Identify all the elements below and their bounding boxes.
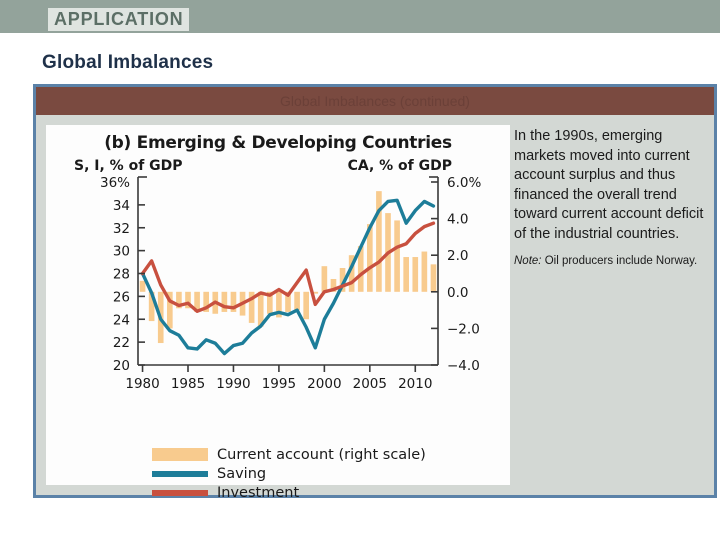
content-panel: Global Imbalances (continued) (b) Emergi…: [33, 84, 717, 501]
commentary-note: Note: Oil producers include Norway.: [514, 254, 710, 269]
bar-current-account: [330, 278, 337, 292]
bar-current-account: [367, 224, 373, 292]
bar-current-account: [148, 291, 155, 322]
left-axis-tick-label: 32: [113, 221, 130, 237]
right-axis-tick-label: −2.0: [447, 321, 480, 337]
left-axis-tick-label: 28: [113, 267, 130, 283]
left-axis-tick-label: 26: [113, 289, 130, 305]
x-axis-tick-label: 2005: [353, 376, 387, 392]
x-axis-tick-label: 1995: [262, 376, 296, 392]
chart-legend: Current account (right scale) Saving Inves…: [152, 445, 426, 502]
right-axis-caption: CA, % of GDP: [347, 158, 452, 174]
application-band: APPLICATION: [0, 0, 720, 33]
bar-current-account: [376, 191, 382, 292]
left-axis-tick-label: 22: [113, 335, 130, 351]
x-axis-tick-label: 1985: [171, 376, 205, 392]
bar-current-account: [339, 268, 346, 292]
line-saving: [140, 198, 436, 356]
right-axis-tick-label: 6.0%: [447, 175, 481, 191]
right-axis-tick-label: −4.0: [447, 358, 480, 374]
panel-header: Global Imbalances (continued): [36, 87, 714, 115]
bar-current-account: [230, 291, 237, 312]
legend-label: Saving: [217, 465, 267, 482]
legend-label: Investment: [217, 484, 300, 501]
bar-current-account: [403, 257, 409, 292]
commentary-column: In the 1990s, emerging markets moved int…: [514, 127, 710, 269]
figure-card: (b) Emerging & Developing Countries S, I…: [46, 125, 510, 501]
bar-current-account: [412, 257, 419, 292]
bar-current-account: [294, 291, 300, 311]
left-axis-tick-label: 34: [113, 198, 130, 214]
chart-svg: 20 22 24 26 28 30 32 34 36% −4.0 −2.0 0.0 2.0 4.0 6.0%…: [100, 175, 481, 392]
left-axis-tick-label: 20: [113, 358, 130, 374]
bar-current-account: [194, 291, 200, 312]
commentary-paragraph: In the 1990s, emerging markets moved int…: [514, 128, 704, 242]
x-axis-tick-label: 2000: [307, 376, 341, 392]
legend-label: Current account (right scale): [217, 446, 426, 463]
bar-current-account: [276, 291, 282, 318]
application-label: APPLICATION: [48, 8, 190, 31]
bar-current-account: [221, 291, 228, 312]
legend-item: Saving: [152, 464, 426, 483]
x-axis-tick-label: 1990: [216, 376, 250, 392]
bar-current-account: [312, 291, 319, 294]
x-axis-tick-label: 2010: [398, 376, 432, 392]
bar-current-account: [357, 246, 364, 292]
bar-current-account: [321, 266, 328, 292]
bar-current-account: [167, 291, 173, 329]
legend-swatch: [152, 489, 208, 496]
bar-current-account: [139, 280, 146, 292]
figure-title: (b) Emerging & Developing Countries: [104, 133, 452, 153]
right-axis-tick-label: 0.0: [447, 285, 468, 301]
bar-current-account: [303, 291, 309, 320]
right-axis-tick-label: 4.0: [447, 212, 468, 228]
legend-item: Investment: [152, 483, 426, 502]
page-title: Global Imbalances: [42, 52, 214, 73]
bar-current-account: [430, 264, 437, 292]
left-axis-tick-label: 36%: [100, 175, 130, 191]
bar-current-account: [394, 220, 400, 292]
left-axis-tick-label: 24: [113, 312, 130, 328]
legend-item: Current account (right scale): [152, 445, 426, 464]
bar-current-account: [421, 251, 428, 292]
legend-swatch: [152, 470, 208, 477]
x-axis-tick-label: 1980: [125, 376, 159, 392]
bar-current-account: [203, 291, 209, 312]
bar-current-account: [185, 291, 191, 309]
note-label: Note:: [514, 255, 542, 267]
left-axis-tick-label: 30: [113, 244, 130, 260]
bar-current-account: [248, 291, 255, 323]
bar-current-account: [348, 255, 355, 292]
plot-area: 20 22 24 26 28 30 32 34 36% −4.0 −2.0 0.0 2.0 4.0 6.0%…: [46, 125, 510, 485]
note-body: Oil producers include Norway.: [544, 255, 698, 267]
bar-current-account: [257, 291, 264, 327]
bar-current-account: [285, 291, 291, 312]
right-axis-tick-label: 2.0: [447, 248, 468, 264]
bar-current-account: [267, 291, 273, 314]
bar-current-account: [176, 291, 182, 309]
panel-header-label: Global Imbalances (continued): [280, 93, 470, 109]
line-investment: [140, 221, 436, 313]
left-axis-caption: S, I, % of GDP: [74, 158, 183, 174]
legend-swatch: [152, 448, 208, 461]
